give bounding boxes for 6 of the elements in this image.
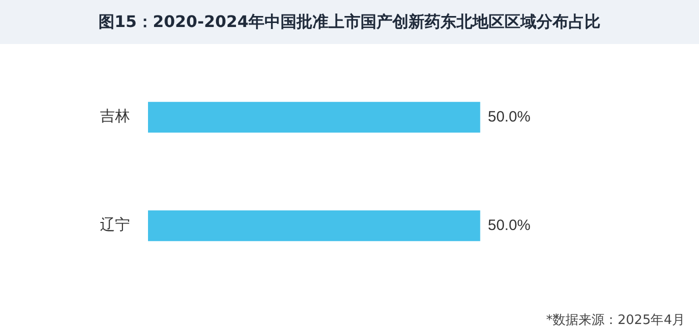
text: *数据来源：2025年4月 xyxy=(546,312,685,329)
chart-title: 图15：2020-2024年中国批准上市国产创新药东北地区区域分布占比 xyxy=(0,0,699,44)
data-label: 50.0% xyxy=(488,216,530,234)
y-tick-label: 吉林 xyxy=(100,107,130,126)
y-tick-label: 辽宁 xyxy=(100,216,130,234)
data-label: 50.0% xyxy=(488,108,530,126)
